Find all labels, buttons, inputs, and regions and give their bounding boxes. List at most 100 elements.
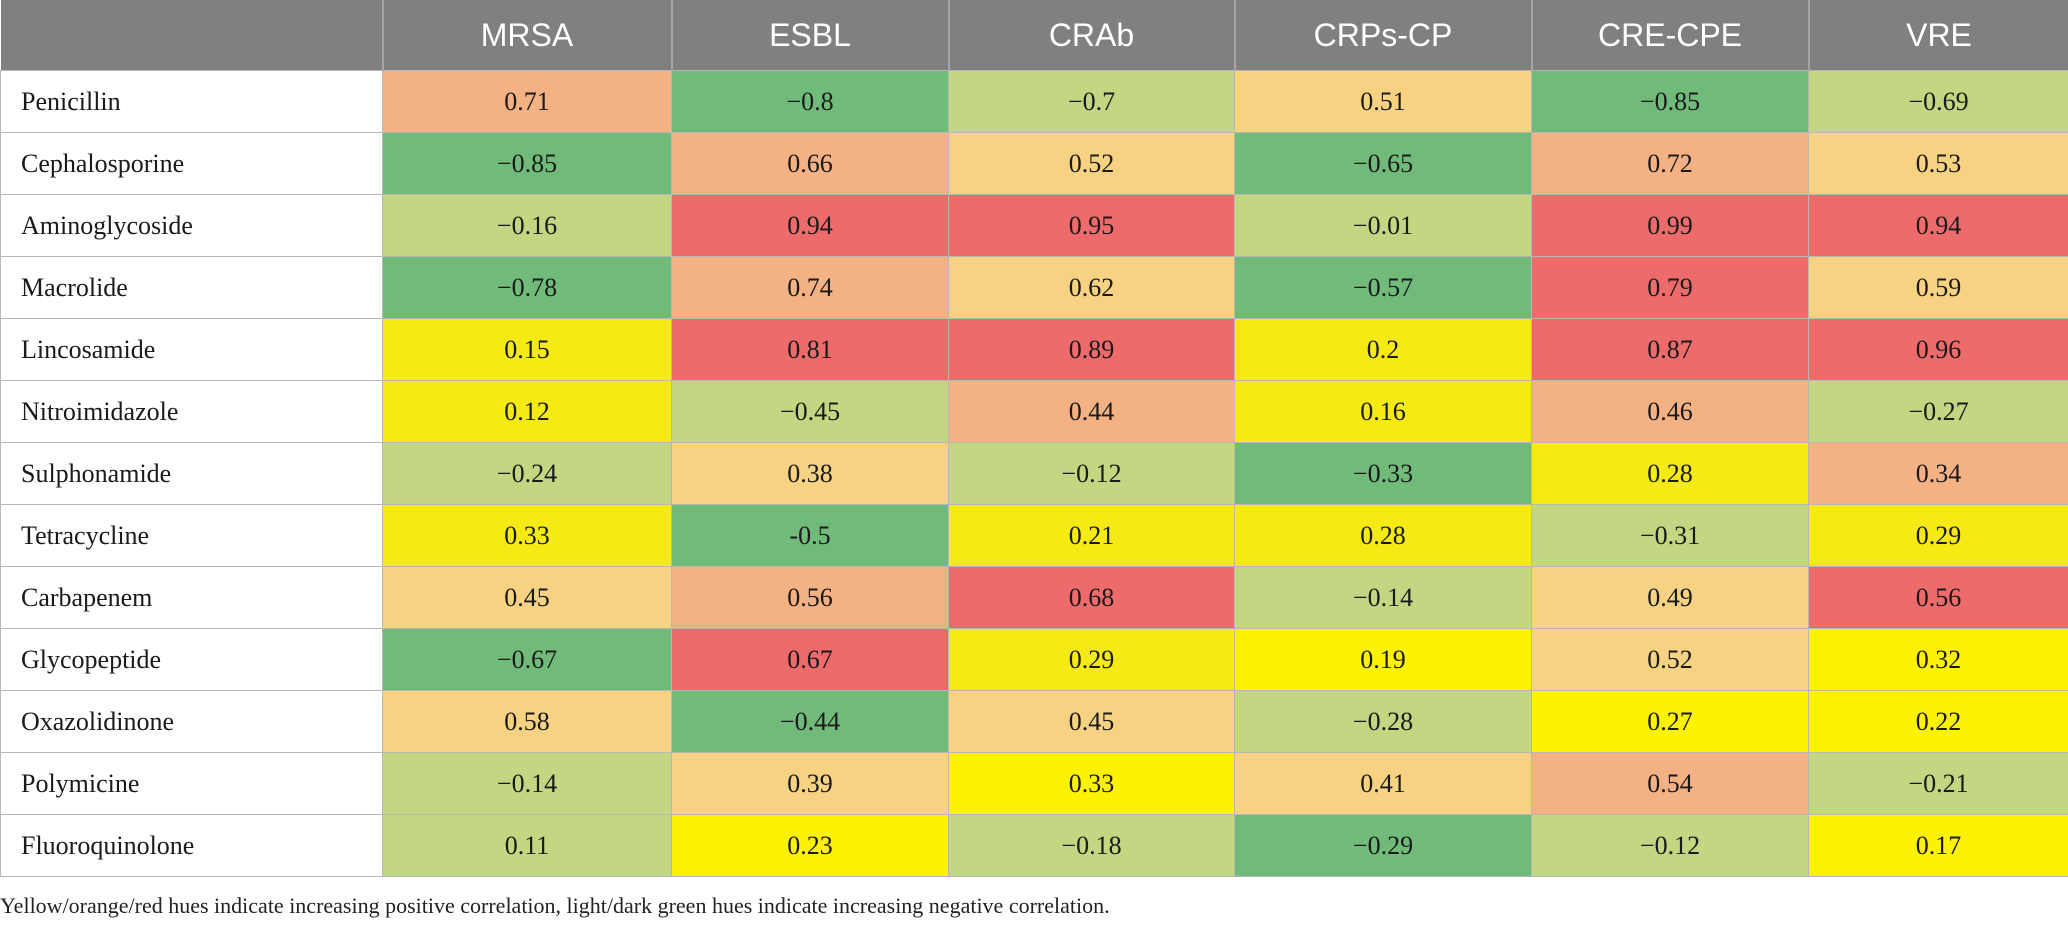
correlation-cell: 0.66: [671, 132, 949, 195]
correlation-cell: −0.33: [1234, 442, 1532, 505]
correlation-cell: 0.33: [382, 504, 672, 567]
correlation-cell: 0.19: [1234, 628, 1532, 691]
correlation-cell: 0.68: [948, 566, 1235, 629]
correlation-cell: 0.81: [671, 318, 949, 381]
correlation-cell: −0.65: [1234, 132, 1532, 195]
row-label: Carbapenem: [0, 566, 383, 629]
correlation-cell: 0.52: [1531, 628, 1809, 691]
correlation-cell: 0.41: [1234, 752, 1532, 815]
correlation-cell: 0.28: [1531, 442, 1809, 505]
header-mrsa: MRSA: [382, 0, 673, 71]
correlation-cell: −0.14: [1234, 566, 1532, 629]
correlation-cell: 0.99: [1531, 194, 1809, 257]
row-label: Cephalosporine: [0, 132, 383, 195]
table-row: Macrolide −0.78 0.74 0.62 −0.57 0.79 0.59: [0, 256, 2068, 319]
correlation-cell: -0.5: [671, 504, 949, 567]
correlation-cell: 0.49: [1531, 566, 1809, 629]
correlation-cell: −0.29: [1234, 814, 1532, 877]
row-label: Fluoroquinolone: [0, 814, 383, 877]
correlation-cell: 0.94: [671, 194, 949, 257]
correlation-cell: −0.21: [1808, 752, 2068, 815]
correlation-cell: 0.74: [671, 256, 949, 319]
table-row: Glycopeptide −0.67 0.67 0.29 0.19 0.52 0.32: [0, 628, 2068, 691]
correlation-cell: 0.45: [382, 566, 672, 629]
table-row: Nitroimidazole 0.12 −0.45 0.44 0.16 0.46 −0.27: [0, 380, 2068, 443]
correlation-cell: −0.78: [382, 256, 672, 319]
correlation-cell: −0.12: [948, 442, 1235, 505]
row-label: Glycopeptide: [0, 628, 383, 691]
header-corner: [0, 0, 384, 71]
correlation-cell: 0.34: [1808, 442, 2068, 505]
correlation-cell: 0.2: [1234, 318, 1532, 381]
correlation-cell: −0.14: [382, 752, 672, 815]
correlation-cell: 0.94: [1808, 194, 2068, 257]
correlation-cell: −0.27: [1808, 380, 2068, 443]
correlation-cell: 0.45: [948, 690, 1235, 753]
header-crab: CRAb: [948, 0, 1236, 71]
correlation-cell: 0.96: [1808, 318, 2068, 381]
correlation-cell: 0.59: [1808, 256, 2068, 319]
correlation-cell: 0.15: [382, 318, 672, 381]
row-label: Lincosamide: [0, 318, 383, 381]
correlation-cell: −0.85: [1531, 70, 1809, 133]
header-esbl: ESBL: [671, 0, 950, 71]
correlation-cell: 0.46: [1531, 380, 1809, 443]
correlation-cell: −0.16: [382, 194, 672, 257]
correlation-cell: 0.67: [671, 628, 949, 691]
row-label: Polymicine: [0, 752, 383, 815]
correlation-cell: 0.56: [1808, 566, 2068, 629]
table-row: Aminoglycoside −0.16 0.94 0.95 −0.01 0.99 0.94: [0, 194, 2068, 257]
correlation-cell: 0.54: [1531, 752, 1809, 815]
table-row: Oxazolidinone 0.58 −0.44 0.45 −0.28 0.27 0.22: [0, 690, 2068, 753]
correlation-cell: 0.33: [948, 752, 1235, 815]
correlation-cell: 0.79: [1531, 256, 1809, 319]
correlation-cell: 0.56: [671, 566, 949, 629]
correlation-cell: 0.71: [382, 70, 672, 133]
correlation-cell: 0.53: [1808, 132, 2068, 195]
table-row: Lincosamide 0.15 0.81 0.89 0.2 0.87 0.96: [0, 318, 2068, 381]
correlation-cell: 0.21: [948, 504, 1235, 567]
row-label: Tetracycline: [0, 504, 383, 567]
row-label: Penicillin: [0, 70, 383, 133]
correlation-cell: −0.69: [1808, 70, 2068, 133]
correlation-cell: −0.12: [1531, 814, 1809, 877]
table-row: Tetracycline 0.33 -0.5 0.21 0.28 −0.31 0.29: [0, 504, 2068, 567]
footnote: Yellow/orange/red hues indicate increasi…: [0, 893, 1110, 918]
correlation-cell: −0.24: [382, 442, 672, 505]
correlation-cell: 0.52: [948, 132, 1235, 195]
table-row: Cephalosporine −0.85 0.66 0.52 −0.65 0.72 0.53: [0, 132, 2068, 195]
correlation-cell: 0.28: [1234, 504, 1532, 567]
correlation-cell: −0.01: [1234, 194, 1532, 257]
correlation-cell: −0.67: [382, 628, 672, 691]
correlation-cell: 0.29: [948, 628, 1235, 691]
table-row: Sulphonamide −0.24 0.38 −0.12 −0.33 0.28 0.34: [0, 442, 2068, 505]
correlation-cell: 0.12: [382, 380, 672, 443]
table-row: Penicillin 0.71 −0.8 −0.7 0.51 −0.85 −0.69: [0, 70, 2068, 133]
correlation-cell: 0.17: [1808, 814, 2068, 877]
correlation-cell: −0.7: [948, 70, 1235, 133]
table-row: Carbapenem 0.45 0.56 0.68 −0.14 0.49 0.56: [0, 566, 2068, 629]
header-row: MRSA ESBL CRAb CRPs-CP CRE-CPE VRE: [0, 0, 2068, 71]
correlation-cell: 0.39: [671, 752, 949, 815]
correlation-cell: 0.32: [1808, 628, 2068, 691]
table-row: Polymicine −0.14 0.39 0.33 0.41 0.54 −0.21: [0, 752, 2068, 815]
table-body: Penicillin 0.71 −0.8 −0.7 0.51 −0.85 −0.69 Ceph…: [0, 70, 2068, 877]
correlation-table: MRSA ESBL CRAb CRPs-CP CRE-CPE VRE Penic…: [0, 0, 2068, 877]
correlation-cell: 0.87: [1531, 318, 1809, 381]
row-label: Macrolide: [0, 256, 383, 319]
correlation-cell: 0.27: [1531, 690, 1809, 753]
correlation-cell: 0.51: [1234, 70, 1532, 133]
correlation-cell: −0.44: [671, 690, 949, 753]
correlation-cell: −0.57: [1234, 256, 1532, 319]
correlation-cell: 0.11: [382, 814, 672, 877]
row-label: Nitroimidazole: [0, 380, 383, 443]
correlation-cell: −0.8: [671, 70, 949, 133]
correlation-cell: 0.72: [1531, 132, 1809, 195]
correlation-cell: −0.45: [671, 380, 949, 443]
header-cre-cpe: CRE-CPE: [1531, 0, 1810, 71]
correlation-cell: 0.89: [948, 318, 1235, 381]
header-vre: VRE: [1808, 0, 2068, 71]
correlation-cell: 0.95: [948, 194, 1235, 257]
correlation-cell: 0.38: [671, 442, 949, 505]
header-crps-cp: CRPs-CP: [1234, 0, 1533, 71]
